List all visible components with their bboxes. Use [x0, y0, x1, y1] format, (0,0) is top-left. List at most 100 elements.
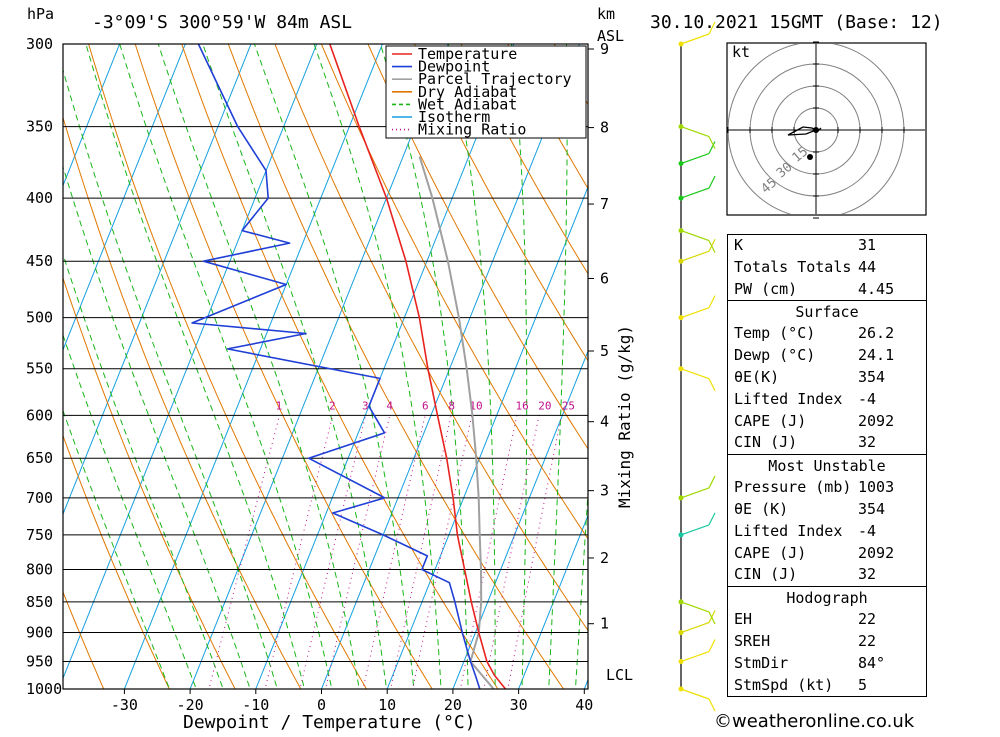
wind-barb-feather	[708, 378, 716, 391]
dry-adiabat-line	[320, 44, 588, 540]
wind-barbs	[678, 21, 716, 712]
wind-barb	[680, 126, 710, 138]
pressure-tick-label: 700	[26, 489, 53, 507]
pressure-tick-label: 400	[26, 189, 53, 207]
legend-label: Temperature	[418, 45, 517, 63]
mixing-ratio-line	[264, 415, 334, 689]
dry-adiabat-line	[63, 434, 170, 689]
isotherm-line	[452, 349, 588, 689]
mixing-ratio-line	[362, 415, 426, 689]
hodograph-unit: kt	[732, 43, 750, 61]
wind-barb	[680, 33, 710, 45]
wind-level-dot	[678, 124, 684, 130]
row-k-index: K 31	[734, 236, 877, 254]
dry-adiabat-line	[63, 276, 236, 689]
legend-label: Dewpoint	[418, 58, 490, 76]
wet-adiabat-line	[447, 44, 496, 689]
wind-barb	[680, 487, 710, 499]
dry-adiabat-line	[460, 44, 588, 275]
pressure-tick-label: 550	[26, 360, 53, 378]
wet-adiabat-line	[63, 333, 197, 689]
wind-barb-feather	[708, 136, 716, 149]
isotherm-line	[63, 44, 252, 516]
indices-table: K 31 Totals Totals 44 PW (cm) 4.45 Surface …	[727, 234, 927, 698]
wind-barb-feather	[708, 611, 716, 625]
dry-adiabat-line	[274, 44, 588, 632]
mixing-ratio-label: 8	[448, 399, 455, 412]
km-tick-label: 8	[600, 119, 609, 137]
mixing-ratio-line	[324, 415, 391, 689]
mixing-ratio-label: 3	[362, 399, 369, 412]
storm-motion-dot	[807, 154, 813, 160]
wet-adiabat-line	[63, 68, 278, 689]
wind-barb	[680, 601, 710, 613]
isotherm-line	[518, 514, 588, 689]
wind-barb	[680, 650, 710, 663]
km-label: km	[597, 5, 615, 23]
wind-barb-feather	[708, 610, 716, 623]
row-surface-dewp: Dewp (°C) 24.1	[734, 346, 895, 365]
x-tick-label: -30	[111, 696, 138, 714]
dry-adiabat-line	[88, 44, 368, 689]
wind-barb	[680, 187, 710, 199]
wind-barb-feather	[708, 238, 716, 252]
row-mu-cin: CIN (J) 32	[734, 565, 877, 584]
temperature-line	[329, 44, 507, 689]
copyright-footer: ©weatheronline.co.uk	[714, 711, 915, 732]
top-indices: K 31 Totals Totals 44 PW (cm) 4.45	[727, 234, 927, 302]
wet-adiabat-line	[548, 44, 568, 689]
hodograph-frame	[726, 42, 927, 216]
row-surface-cape: CAPE (J) 2092	[734, 411, 895, 430]
parcel-trajectory-line	[418, 156, 495, 689]
wind-barb-feather	[708, 698, 716, 712]
dry-adiabat-line	[134, 44, 433, 689]
row-surface-thetae: θE(K) 354	[734, 367, 886, 386]
km-tick-label: 9	[600, 40, 609, 58]
surface-title: Surface	[795, 303, 859, 322]
profiles: 1 2 3 4 6 8 10 16 20 25	[191, 44, 575, 689]
pressure-tick-label: 950	[26, 653, 53, 671]
mixing-ratio-label: 2	[329, 399, 336, 412]
surface-block: Surface Temp (°C) 26.2 Dewp (°C) 24.1 θE(K…	[727, 300, 927, 456]
pressure-tick-label: 300	[26, 35, 53, 53]
lcl-label: LCL	[606, 666, 633, 684]
x-tick-label: 20	[444, 696, 462, 714]
legend-label: Dry Adiabat	[418, 83, 517, 101]
mixing-ratio-axis-title: Mixing Ratio (g/kg)	[615, 325, 634, 508]
dry-adiabat-line	[367, 44, 588, 450]
hodograph-title: Hodograph	[786, 589, 868, 608]
isotherm-line	[123, 44, 383, 689]
km-tick-label: 4	[600, 413, 609, 431]
wind-barb-feather	[708, 475, 716, 489]
datetime-title: 30.10.2021 15GMT (Base: 12)	[650, 12, 943, 33]
row-mu-thetae: θE (K) 354	[734, 499, 886, 518]
wet-adiabat-line	[63, 165, 251, 689]
axes: 3003504004505005506006507007508008509009…	[26, 35, 609, 714]
hodograph-origin-dot	[813, 127, 819, 133]
legend-label: Wet Adiabat	[418, 95, 517, 113]
wind-barb-feather	[708, 240, 716, 253]
dry-adiabat-line	[63, 115, 302, 689]
pressure-unit-label: hPa	[27, 5, 54, 23]
wind-barb-feather	[708, 295, 716, 308]
hodograph-block: Hodograph EH 22 SREH 22 StmDir 84° StmSpd (…	[727, 586, 927, 698]
dry-adiabat-line	[227, 44, 565, 689]
dry-adiabat-line	[181, 44, 499, 689]
wind-barb-feather	[708, 141, 716, 154]
asl-label: ASL	[597, 27, 624, 45]
row-surface-temp: Temp (°C) 26.2	[734, 324, 895, 343]
wet-adiabat-line	[510, 44, 528, 689]
wet-adiabat-line	[313, 44, 442, 689]
row-eh: EH 22	[734, 610, 877, 629]
row-stmspd: StmSpd (kt) 5	[734, 675, 868, 694]
km-tick-label: 3	[600, 482, 609, 500]
km-tick-label: 1	[600, 615, 609, 633]
x-tick-label: 30	[510, 696, 528, 714]
row-sreh: SREH 22	[734, 631, 877, 650]
x-tick-label: 10	[378, 696, 396, 714]
pressure-tick-label: 750	[26, 526, 53, 544]
row-stmdir: StmDir 84°	[734, 653, 886, 672]
mixing-ratio-line	[459, 415, 518, 689]
